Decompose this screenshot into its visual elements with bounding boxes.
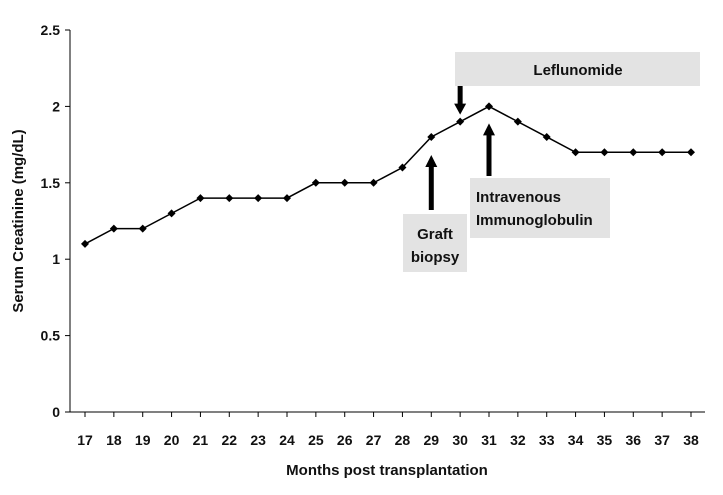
data-point — [81, 239, 89, 248]
x-tick-label: 25 — [308, 432, 324, 448]
data-point — [427, 132, 436, 141]
data-point — [600, 148, 609, 157]
data-point — [109, 224, 118, 233]
data-point — [658, 148, 667, 157]
series-points — [81, 102, 695, 248]
x-tick-label: 17 — [77, 432, 93, 448]
x-tick-label: 20 — [164, 432, 180, 448]
ivig-label-line2: Immunoglobulin — [476, 212, 593, 229]
biopsy-arrow-head — [425, 154, 438, 167]
data-point — [369, 178, 378, 187]
x-tick-label: 38 — [683, 432, 699, 448]
biopsy-annotation: Graft biopsy — [403, 154, 467, 272]
data-point — [571, 148, 580, 157]
x-tick-label: 36 — [625, 432, 641, 448]
leflunomide-annotation: Leflunomide — [454, 52, 700, 115]
x-tick-label: 18 — [106, 432, 122, 448]
x-tick-label: 22 — [221, 432, 237, 448]
x-axis-title: Months post transplantation — [286, 462, 488, 479]
y-tick-label: 2 — [52, 98, 60, 114]
x-tick-label: 26 — [337, 432, 353, 448]
biopsy-label-line2: biopsy — [411, 249, 460, 266]
data-point — [254, 194, 263, 203]
y-ticks: 0 0.5 1 1.5 2 2.5 — [41, 22, 70, 420]
data-point — [513, 117, 522, 126]
leflunomide-band — [455, 52, 700, 86]
x-tick-label: 27 — [366, 432, 382, 448]
y-axis-title: Serum Creatinine (mg/dL) — [10, 129, 27, 312]
x-tick-label: 24 — [279, 432, 295, 448]
x-tick-label: 35 — [597, 432, 613, 448]
data-point — [311, 178, 320, 187]
data-point — [196, 194, 205, 203]
x-tick-label: 34 — [568, 432, 584, 448]
y-tick-label: 1.5 — [41, 175, 61, 191]
leflunomide-arrow-head — [454, 103, 467, 115]
biopsy-label-line1: Graft — [417, 226, 453, 243]
y-tick-label: 2.5 — [41, 22, 61, 38]
y-tick-label: 1 — [52, 251, 60, 267]
data-point — [283, 194, 291, 203]
leflunomide-label: Leflunomide — [533, 62, 622, 79]
data-point — [687, 148, 695, 157]
x-tick-label: 19 — [135, 432, 151, 448]
data-point — [398, 163, 407, 172]
x-tick-label: 31 — [481, 432, 497, 448]
x-tick-label: 23 — [250, 432, 266, 448]
data-point — [542, 132, 551, 141]
ivig-arrow-head — [483, 123, 495, 136]
biopsy-box — [403, 214, 467, 272]
data-point — [138, 224, 147, 233]
x-tick-label: 37 — [654, 432, 670, 448]
y-tick-label: 0.5 — [41, 328, 61, 344]
data-point — [225, 194, 234, 203]
x-tick-label: 28 — [395, 432, 411, 448]
ivig-box — [470, 178, 610, 238]
ivig-label-line1: Intravenous — [476, 189, 561, 206]
y-tick-label: 0 — [52, 404, 60, 420]
ivig-annotation: Intravenous Immunoglobulin — [470, 123, 610, 238]
series-line — [84, 105, 691, 245]
x-ticks: 17 18 19 20 21 22 23 24 25 26 27 28 29 30 31 32 33 34 35 36… — [77, 412, 699, 448]
x-tick-label: 33 — [539, 432, 555, 448]
data-point — [340, 178, 349, 187]
x-tick-label: 30 — [452, 432, 468, 448]
x-tick-label: 21 — [193, 432, 209, 448]
data-point — [456, 117, 465, 126]
data-point — [629, 148, 638, 157]
x-tick-label: 32 — [510, 432, 526, 448]
data-point — [485, 102, 493, 111]
data-point — [167, 209, 176, 218]
x-tick-label: 29 — [423, 432, 439, 448]
